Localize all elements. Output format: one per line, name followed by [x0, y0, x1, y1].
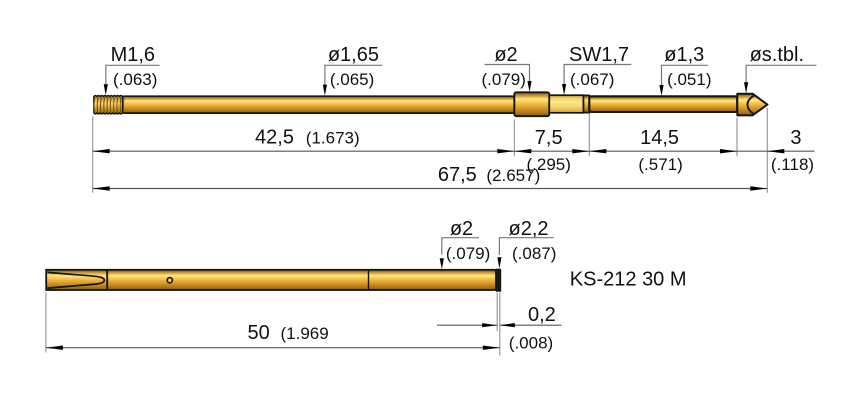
svg-text:(.079): (.079) [482, 70, 526, 89]
svg-text:(.065): (.065) [330, 70, 374, 89]
svg-text:(.571): (.571) [638, 155, 682, 174]
svg-text:(.051): (.051) [667, 70, 711, 89]
svg-text:7,5: 7,5 [535, 127, 563, 149]
svg-text:ø2: ø2 [494, 44, 517, 66]
svg-text:ø1,3: ø1,3 [664, 44, 704, 66]
svg-text:3: 3 [790, 127, 801, 149]
svg-text:ø1,65: ø1,65 [328, 44, 379, 66]
svg-text:(.087): (.087) [512, 244, 556, 263]
svg-text:(.079): (.079) [446, 244, 490, 263]
svg-text:(.118): (.118) [771, 155, 814, 174]
svg-text:øs.tbl.: øs.tbl. [750, 44, 804, 66]
svg-text:(2.657): (2.657) [486, 166, 540, 185]
svg-text:(1.673): (1.673) [306, 129, 360, 148]
svg-text:ø2,2: ø2,2 [508, 218, 548, 240]
svg-text:KS-212 30 M: KS-212 30 M [570, 268, 687, 290]
svg-text:SW1,7: SW1,7 [569, 44, 629, 66]
svg-text:0,2: 0,2 [528, 304, 556, 326]
svg-text:M1,6: M1,6 [111, 44, 155, 66]
svg-text:(.008): (.008) [509, 333, 553, 352]
svg-text:50: 50 [247, 322, 269, 344]
svg-text:ø2: ø2 [450, 218, 473, 240]
svg-text:(.295): (.295) [526, 155, 570, 174]
svg-text:(.067): (.067) [570, 70, 614, 89]
svg-text:14,5: 14,5 [640, 127, 679, 149]
svg-text:67,5: 67,5 [438, 164, 477, 186]
svg-text:42,5: 42,5 [255, 127, 294, 149]
svg-text:(.063): (.063) [113, 70, 157, 89]
svg-text:(1.969: (1.969 [281, 324, 329, 343]
